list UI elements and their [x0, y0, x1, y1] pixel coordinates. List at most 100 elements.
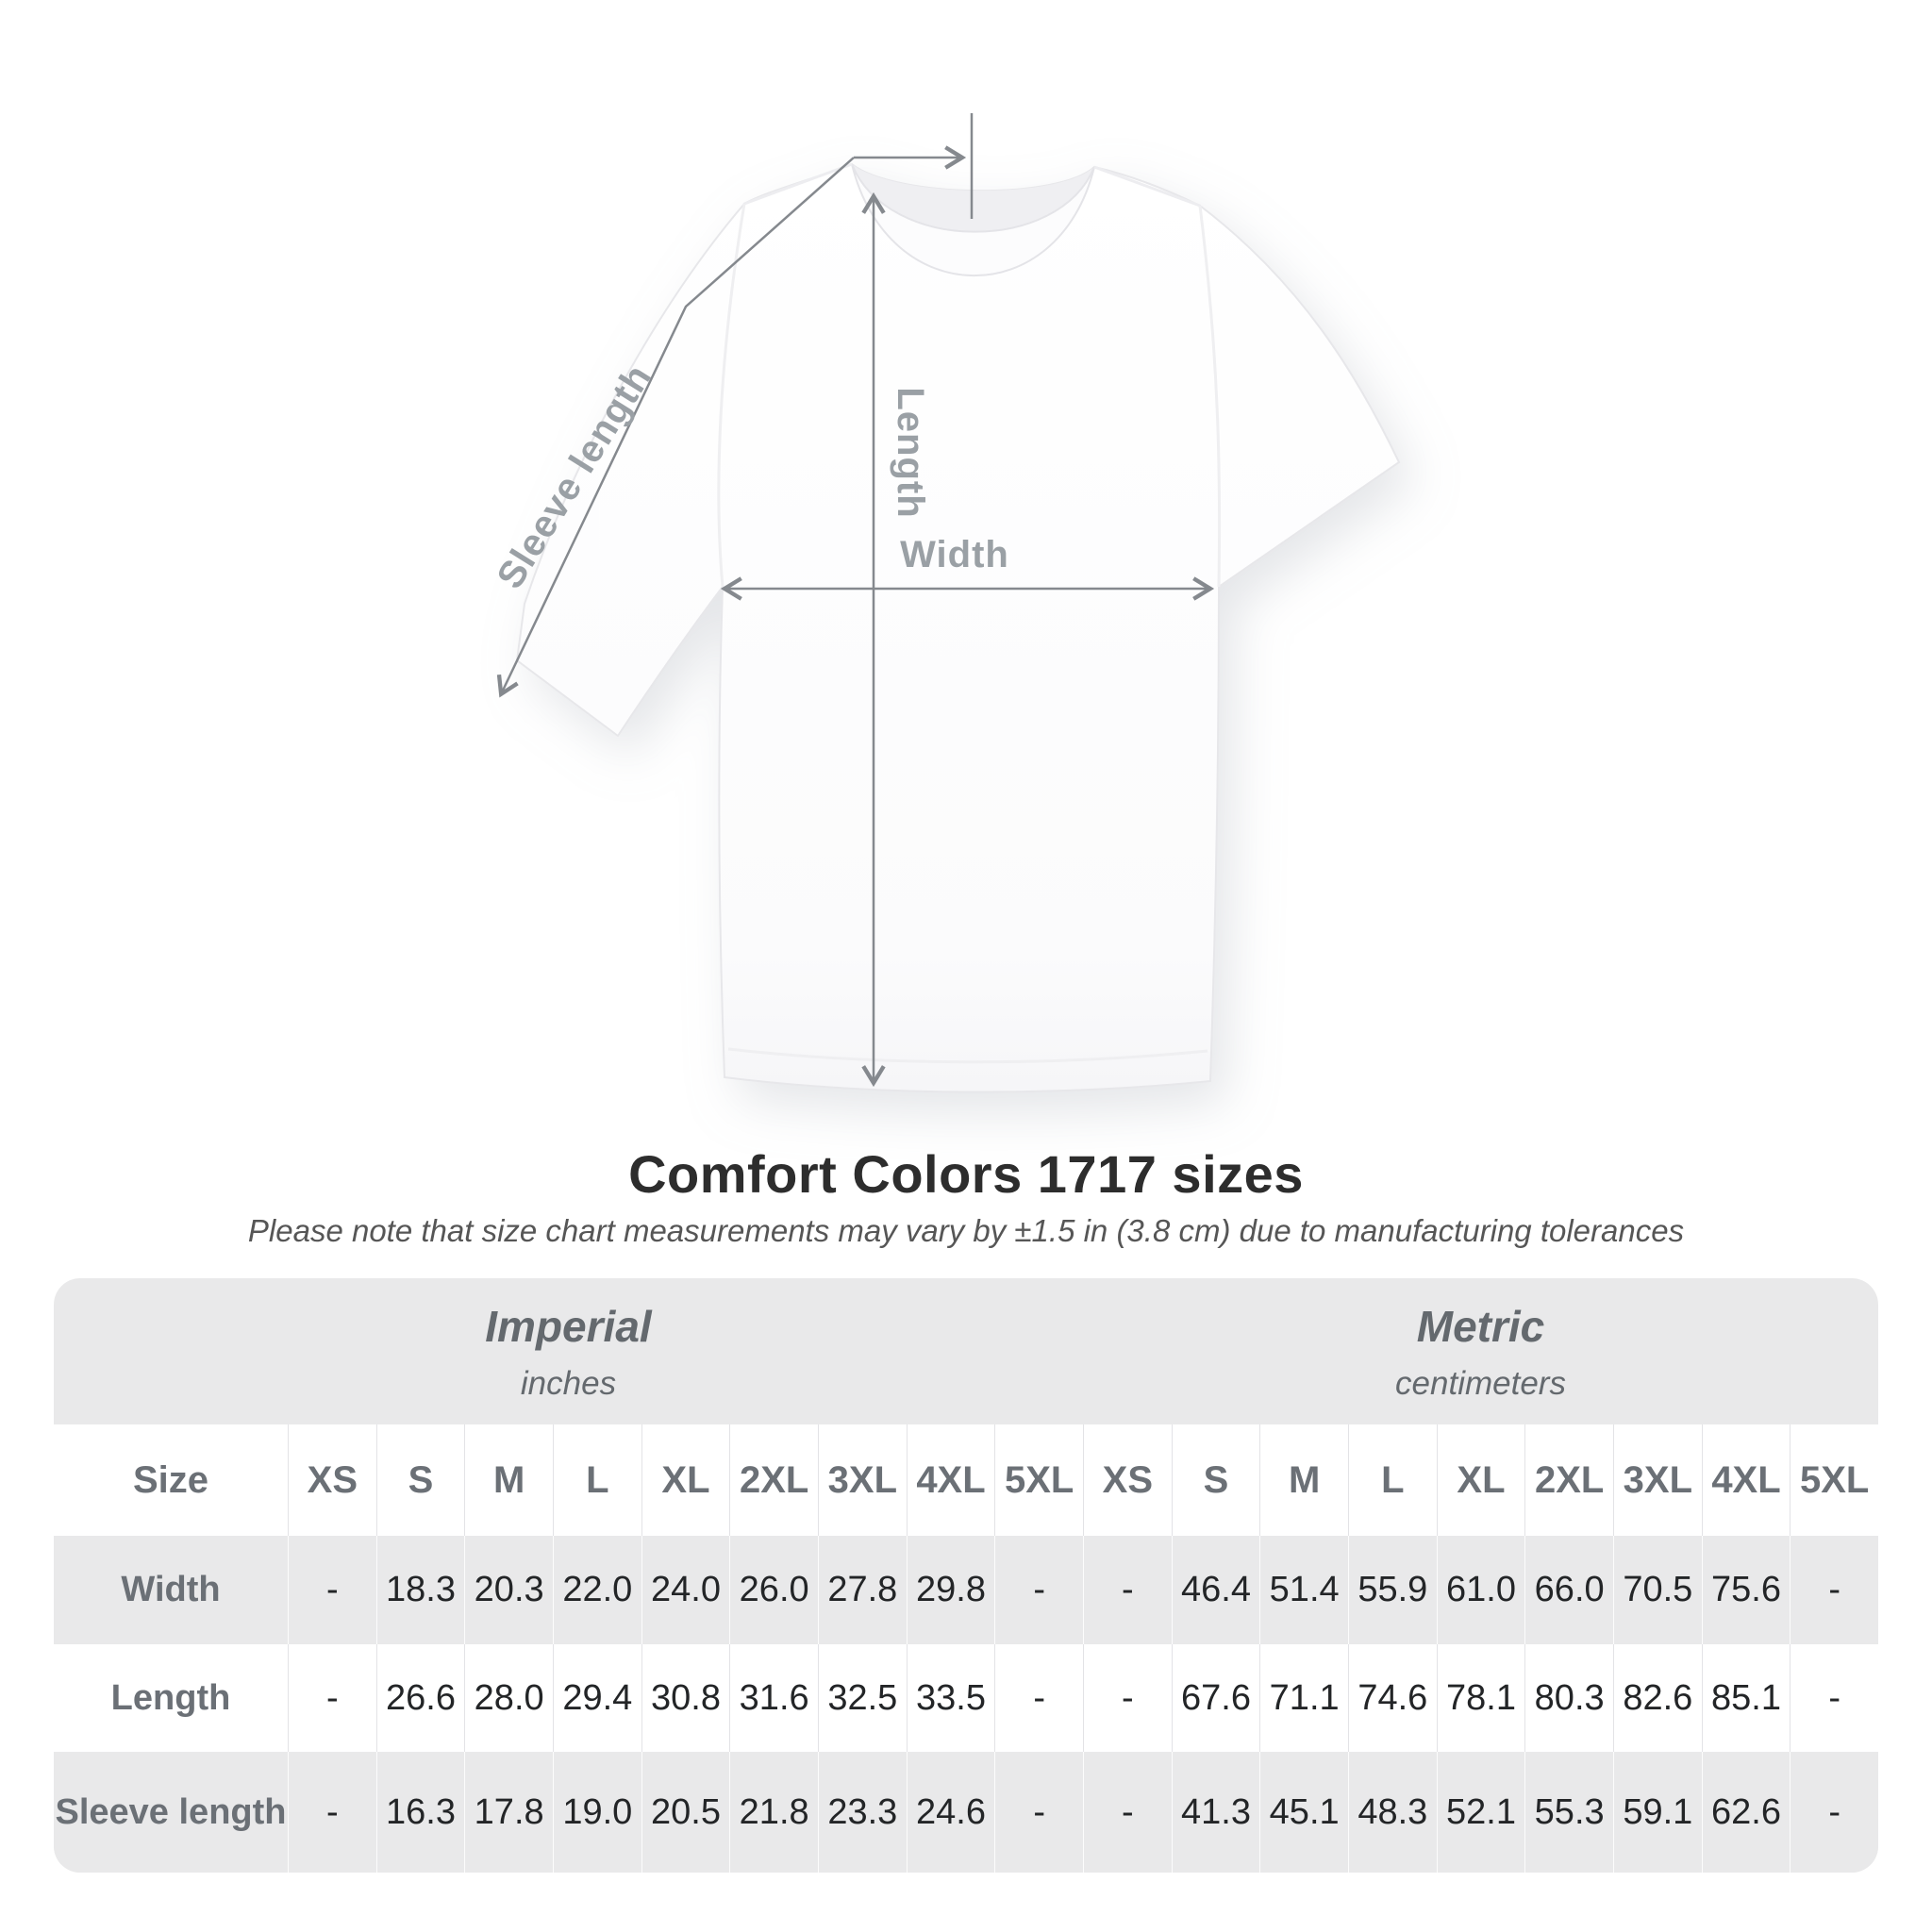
sleeve-length-imperial-5xl: - [994, 1752, 1083, 1873]
sleeve-length-imperial-3xl: 23.3 [817, 1752, 907, 1873]
width-metric-5xl: - [1790, 1536, 1878, 1644]
size-header-metric-l: L [1347, 1424, 1437, 1536]
width-label: Width [900, 534, 1009, 575]
sleeve-length-imperial-l: 19.0 [552, 1752, 641, 1873]
size-header-imperial-2xl: 2XL [729, 1424, 818, 1536]
length-metric-5xl: - [1790, 1644, 1878, 1752]
size-column-header: Size [132, 1458, 209, 1501]
sleeve-length-line [496, 157, 855, 698]
length-metric-3xl: 82.6 [1612, 1644, 1702, 1752]
length-metric-l: 74.6 [1347, 1644, 1437, 1752]
sleeve-length-metric-5xl: - [1790, 1752, 1878, 1873]
tshirt-image [515, 162, 1401, 1093]
right-shoulder-seam [1093, 165, 1201, 208]
table-row-length: Length -26.6 28.0 29.4 30.8 31.6 32.5 33.5- -67.… [54, 1644, 1878, 1752]
width-metric-2xl: 66.0 [1524, 1536, 1613, 1644]
length-imperial-4xl: 33.5 [906, 1644, 995, 1752]
width-metric-3xl: 70.5 [1612, 1536, 1702, 1644]
length-metric-2xl: 80.3 [1524, 1644, 1613, 1752]
tshirt-body [515, 162, 1401, 1093]
size-header-imperial-m: M [464, 1424, 553, 1536]
width-imperial-4xl: 29.8 [906, 1536, 995, 1644]
length-imperial-xl: 30.8 [641, 1644, 730, 1752]
metric-group-header: Metric centimeters [1083, 1278, 1878, 1424]
table-row-width: Width -18.3 20.3 22.0 24.0 26.0 27.8 29.8- -46.4… [54, 1536, 1878, 1644]
metric-unit-label: centimeters [1395, 1364, 1566, 1402]
size-header-imperial-xl: XL [641, 1424, 730, 1536]
metric-label: Metric [1416, 1301, 1545, 1351]
left-shoulder-seam [743, 162, 853, 206]
width-metric-l: 55.9 [1347, 1536, 1437, 1644]
size-header-metric-s: S [1171, 1424, 1260, 1536]
size-header-imperial-5xl: 5XL [994, 1424, 1083, 1536]
length-imperial-2xl: 31.6 [729, 1644, 818, 1752]
measurement-annotations [496, 113, 1215, 1088]
size-header-imperial-l: L [552, 1424, 641, 1536]
sleeve-length-metric-l: 48.3 [1347, 1752, 1437, 1873]
width-imperial-xs: - [288, 1536, 376, 1644]
width-metric-m: 51.4 [1259, 1536, 1348, 1644]
size-header-metric-m: M [1259, 1424, 1348, 1536]
sleeve-length-imperial-xs: - [288, 1752, 376, 1873]
size-header-metric-xs: XS [1082, 1424, 1172, 1536]
length-metric-s: 67.6 [1171, 1644, 1260, 1752]
imperial-group-header: Imperial inches [54, 1278, 1083, 1424]
width-imperial-5xl: - [994, 1536, 1083, 1644]
size-header-imperial-4xl: 4XL [906, 1424, 995, 1536]
length-imperial-m: 28.0 [464, 1644, 553, 1752]
right-armhole-seam [1198, 205, 1222, 588]
length-imperial-xs: - [288, 1644, 376, 1752]
width-metric-xl: 61.0 [1436, 1536, 1525, 1644]
sleeve-length-metric-m: 45.1 [1259, 1752, 1348, 1873]
sleeve-length-metric-2xl: 55.3 [1524, 1752, 1613, 1873]
width-metric-xs: - [1082, 1536, 1172, 1644]
tshirt-collar [851, 163, 1095, 276]
sleeve-length-imperial-m: 17.8 [464, 1752, 553, 1873]
imperial-unit-label: inches [520, 1364, 617, 1402]
width-imperial-2xl: 26.0 [729, 1536, 818, 1644]
sleeve-length-metric-xs: - [1082, 1752, 1172, 1873]
size-header-metric-5xl: 5XL [1790, 1424, 1878, 1536]
sleeve-length-imperial-2xl: 21.8 [729, 1752, 818, 1873]
length-label: Length [890, 387, 931, 518]
width-imperial-l: 22.0 [552, 1536, 641, 1644]
sleeve-length-metric-s: 41.3 [1171, 1752, 1260, 1873]
row-label-length: Length [110, 1677, 231, 1718]
hem-stitch [727, 1047, 1208, 1064]
size-header-imperial-xs: XS [288, 1424, 376, 1536]
size-header-metric-4xl: 4XL [1701, 1424, 1790, 1536]
length-metric-m: 71.1 [1259, 1644, 1348, 1752]
unit-group-header-row: Imperial inches Metric centimeters [54, 1278, 1878, 1424]
length-imperial-l: 29.4 [552, 1644, 641, 1752]
width-metric-s: 46.4 [1171, 1536, 1260, 1644]
width-imperial-m: 20.3 [464, 1536, 553, 1644]
length-metric-xs: - [1082, 1644, 1172, 1752]
row-label-sleeve-length: Sleeve length [55, 1791, 287, 1832]
length-metric-xl: 78.1 [1436, 1644, 1525, 1752]
sleeve-length-imperial-s: 16.3 [375, 1752, 465, 1873]
sleeve-length-imperial-4xl: 24.6 [906, 1752, 995, 1873]
length-metric-4xl: 85.1 [1701, 1644, 1790, 1752]
size-header-imperial-3xl: 3XL [817, 1424, 907, 1536]
size-header-metric-3xl: 3XL [1612, 1424, 1702, 1536]
size-table: Imperial inches Metric centimeters Size X… [54, 1278, 1878, 1873]
size-header-metric-xl: XL [1436, 1424, 1525, 1536]
page-title: Comfort Colors 1717 sizes [628, 1144, 1304, 1204]
tshirt-neck-opening [852, 164, 1094, 232]
sleeve-length-metric-4xl: 62.6 [1701, 1752, 1790, 1873]
row-label-width: Width [121, 1570, 221, 1609]
sleeve-length-imperial-xl: 20.5 [641, 1752, 730, 1873]
length-imperial-5xl: - [994, 1644, 1083, 1752]
size-header-row: Size XS S M L XL 2XL 3XL 4XL 5XL XS S M L XL 2XL 3XL 4XL 5… [54, 1424, 1878, 1536]
table-row-sleeve-length: Sleeve length -16.3 17.8 19.0 20.5 21.8 23.3 24… [54, 1752, 1878, 1873]
width-metric-4xl: 75.6 [1701, 1536, 1790, 1644]
size-header-imperial-s: S [375, 1424, 465, 1536]
length-imperial-3xl: 32.5 [817, 1644, 907, 1752]
imperial-label: Imperial [485, 1301, 652, 1351]
width-imperial-xl: 24.0 [641, 1536, 730, 1644]
sleeve-length-metric-xl: 52.1 [1436, 1752, 1525, 1873]
sleeve-length-metric-3xl: 59.1 [1612, 1752, 1702, 1873]
left-armhole-seam [717, 203, 746, 588]
tolerance-note: Please note that size chart measurements… [247, 1213, 1685, 1248]
length-imperial-s: 26.6 [375, 1644, 465, 1752]
